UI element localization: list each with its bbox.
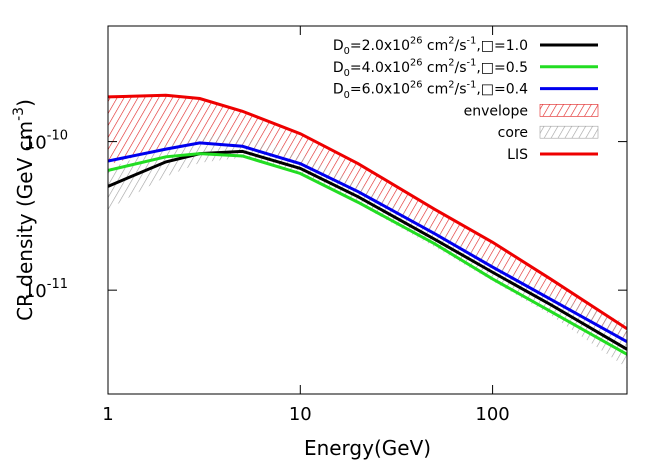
text-part: ): [13, 99, 37, 107]
text-part: /s: [455, 38, 467, 54]
tick-exponent: -11: [47, 277, 68, 292]
text-part: 0: [344, 90, 350, 101]
text-part: 26: [410, 58, 422, 69]
y-tick-label: 10-10: [24, 129, 68, 154]
text-part: D: [333, 60, 344, 76]
plot-frame: [107, 25, 628, 395]
text-part: 2: [448, 58, 454, 69]
x-tick-label: 100: [475, 404, 509, 425]
text-part: LIS: [507, 147, 528, 163]
legend-label: D0=6.0x1026 cm2/s-1,□=0.4: [333, 79, 528, 101]
text-part: ,□=0.4: [476, 82, 528, 98]
text-part: 26: [410, 79, 422, 90]
tick-base: 10: [24, 133, 47, 154]
text-part: =6.0x10: [350, 82, 410, 98]
plot-area: [108, 93, 627, 368]
text-part: 0: [344, 46, 350, 57]
series-line: [108, 141, 627, 343]
text-part: ,□=1.0: [476, 38, 528, 54]
text-part: 2: [448, 36, 454, 47]
text-part: 2: [448, 79, 454, 90]
tick-exponent: -10: [47, 129, 68, 144]
x-tick-label: 10: [289, 404, 312, 425]
text-part: /s: [455, 82, 467, 98]
text-part: D: [333, 38, 344, 54]
tick-base: 10: [24, 281, 47, 302]
text-part: 26: [410, 36, 422, 47]
y-axis-label: CR density (GeV cm-3): [11, 99, 37, 321]
text-part: -1: [467, 36, 477, 47]
legend-swatch: [539, 104, 599, 117]
x-tick-label: 1: [102, 404, 113, 425]
text-part: cm: [422, 60, 448, 76]
text-part: envelope: [464, 103, 528, 119]
text-part: -1: [467, 79, 477, 90]
legend-label: core: [498, 125, 528, 141]
text-part: /s: [455, 60, 467, 76]
legend-label: D0=2.0x1026 cm2/s-1,□=1.0: [333, 36, 528, 58]
text-part: ,□=0.5: [476, 60, 528, 76]
legend-label: D0=4.0x1026 cm2/s-1,□=0.5: [333, 58, 528, 80]
text-part: cm: [422, 82, 448, 98]
text-part: cm: [422, 38, 448, 54]
band: [108, 95, 627, 341]
legend-swatch: [539, 125, 599, 139]
legend-label: envelope: [464, 103, 528, 119]
text-part: CR density (GeV cm: [13, 121, 37, 321]
text-part: =4.0x10: [350, 60, 410, 76]
series-line: [108, 149, 627, 351]
legend-label: LIS: [507, 147, 528, 163]
text-part: 0: [344, 68, 350, 79]
y-tick-label: 10-11: [24, 277, 68, 302]
text-part: -3: [11, 107, 27, 121]
text-part: D: [333, 82, 344, 98]
series-line: [108, 152, 627, 356]
text-part: =2.0x10: [350, 38, 410, 54]
series-line: [108, 93, 627, 330]
text-part: core: [498, 125, 528, 141]
x-axis-label: Energy(GeV): [304, 436, 431, 460]
text-part: -1: [467, 58, 477, 69]
